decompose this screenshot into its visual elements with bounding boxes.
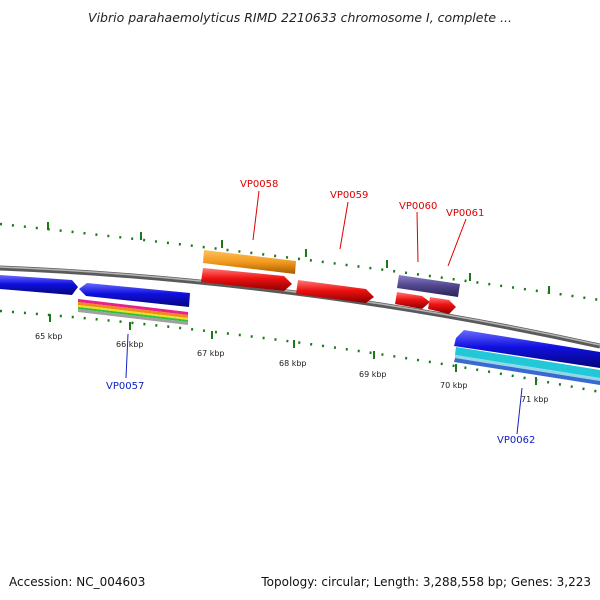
scale-label-65: 65 kbp xyxy=(35,332,63,341)
accession-text: Accession: NC_004603 xyxy=(9,575,146,589)
gene-label-vp0060: VP0060 xyxy=(399,201,437,212)
gene-label-vp0062: VP0062 xyxy=(497,435,535,446)
orange-feature-vp0058 xyxy=(203,250,296,274)
upper-tick-dots xyxy=(0,222,600,302)
gene-label-vp0058: VP0058 xyxy=(240,179,278,190)
cds-blue-vp0062 xyxy=(454,330,600,368)
purple-feature-vp0060 xyxy=(397,275,460,297)
cds-red-vp0061 xyxy=(428,297,456,314)
feature-stack-vp0057[interactable] xyxy=(78,299,188,325)
cds-blue-vp0057 xyxy=(79,283,190,307)
scale-labels: 65 kbp 66 kbp 67 kbp 68 kbp 69 kbp 70 kb… xyxy=(35,332,549,404)
gene-labels[interactable]: VP0058 VP0059 VP0060 VP0061 VP0057 VP006… xyxy=(106,179,535,446)
upper-major-ticks xyxy=(47,222,550,294)
cds-red-vp0060 xyxy=(395,292,430,309)
leader-vp0058 xyxy=(252,190,260,241)
leader-vp0062 xyxy=(516,387,523,435)
cds-features[interactable] xyxy=(0,268,600,368)
cds-blue-left xyxy=(0,275,78,295)
leader-vp0057 xyxy=(125,333,129,379)
scale-label-70: 70 kbp xyxy=(440,381,468,390)
cds-red-vp0059 xyxy=(296,280,374,303)
lower-major-ticks xyxy=(49,314,537,385)
gene-label-vp0057: VP0057 xyxy=(106,381,144,392)
scale-label-67: 67 kbp xyxy=(197,349,225,358)
leader-vp0061 xyxy=(447,218,467,267)
lower-tick-track xyxy=(0,309,600,394)
genome-summary-text: Topology: circular; Length: 3,288,558 bp… xyxy=(261,575,591,589)
annotation-tracks-upper[interactable] xyxy=(203,250,460,297)
scale-label-68: 68 kbp xyxy=(279,359,307,368)
leader-vp0059 xyxy=(339,201,349,250)
lower-tick-dots xyxy=(0,309,600,394)
label-leaders xyxy=(125,190,523,435)
scale-label-71: 71 kbp xyxy=(521,395,549,404)
upper-tick-track xyxy=(0,222,600,302)
feature-stack-vp0062[interactable] xyxy=(454,347,600,385)
gene-label-vp0059: VP0059 xyxy=(330,190,368,201)
map-title: Vibrio parahaemolyticus RIMD 2210633 chr… xyxy=(88,10,512,25)
gene-label-vp0061: VP0061 xyxy=(446,208,484,219)
leader-vp0060 xyxy=(416,211,419,263)
scale-label-69: 69 kbp xyxy=(359,370,387,379)
scale-label-66: 66 kbp xyxy=(116,340,144,349)
cds-red-vp0058 xyxy=(201,268,292,291)
